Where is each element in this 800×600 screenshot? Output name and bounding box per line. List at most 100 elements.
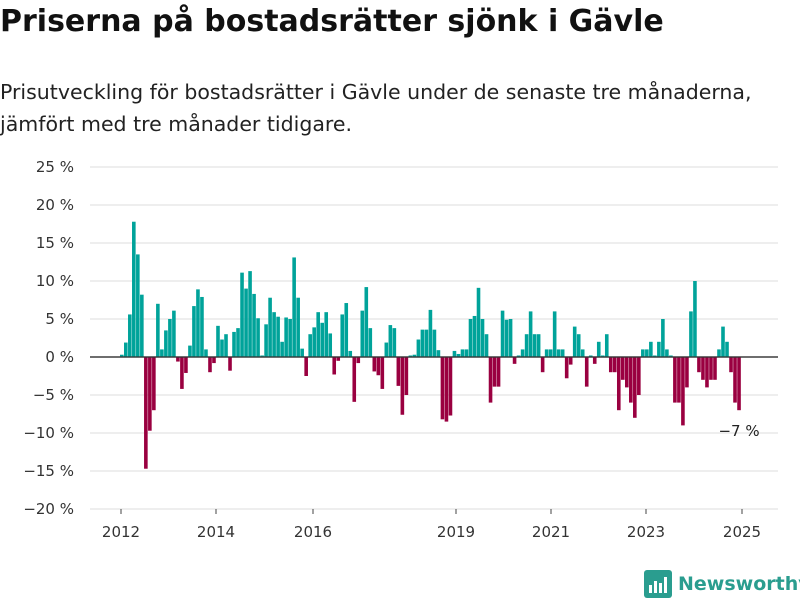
bar: [360, 310, 365, 357]
bar: [300, 348, 304, 357]
bar: [709, 357, 713, 380]
bar: [324, 312, 329, 357]
bar: [693, 281, 697, 357]
bar: [604, 334, 609, 357]
bar: [440, 357, 445, 420]
bar: [448, 357, 453, 416]
x-tick-label: 2025: [723, 523, 761, 541]
bar: [436, 350, 441, 357]
bar: [673, 357, 677, 403]
bar: [705, 357, 709, 388]
bar: [633, 357, 637, 418]
bar: [384, 342, 389, 357]
bar: [532, 334, 537, 357]
bar: [476, 287, 481, 357]
bar: [645, 349, 649, 357]
bar: [120, 354, 124, 357]
bar: [496, 357, 501, 387]
y-tick-label: 25 %: [36, 158, 74, 176]
bar: [224, 334, 228, 357]
bar: [544, 349, 549, 357]
bar: [637, 357, 641, 395]
bar: [144, 357, 148, 469]
bar: [608, 357, 613, 373]
bar: [408, 355, 413, 357]
bar: [576, 334, 581, 357]
bar: [216, 325, 220, 357]
bar: [248, 271, 252, 357]
bar: [332, 357, 337, 375]
bar: [524, 334, 529, 357]
bar: [616, 357, 621, 411]
bar: [564, 357, 569, 379]
bar: [520, 349, 525, 357]
bar: [320, 322, 324, 357]
bar: [152, 357, 156, 411]
bar: [196, 289, 200, 357]
bar: [136, 254, 140, 357]
bar: [124, 342, 128, 357]
bar: [653, 355, 657, 357]
bar: [621, 357, 625, 380]
x-axis-ticks: 2012 2014 2016 2019 2021 2023 2025: [102, 509, 761, 541]
bar: [132, 221, 136, 357]
bar: [536, 334, 541, 357]
annotations: −7 %: [718, 422, 759, 440]
bar: [416, 339, 421, 357]
bar: [256, 318, 260, 357]
bar: [612, 357, 617, 373]
bar: [348, 350, 353, 357]
bar: [160, 349, 164, 357]
bar: [180, 357, 184, 389]
last-value-label: −7 %: [718, 422, 759, 440]
bar: [420, 329, 425, 357]
bar: [600, 355, 605, 357]
bar: [312, 327, 316, 357]
bar: [252, 293, 256, 357]
bar: [164, 330, 168, 357]
y-tick-label: 10 %: [36, 272, 74, 290]
bar: [340, 314, 345, 357]
bar: [156, 303, 160, 357]
bar: [176, 357, 180, 362]
bar: [568, 357, 573, 365]
y-tick-label: −15 %: [23, 462, 74, 480]
bar: [272, 312, 276, 357]
bar: [372, 357, 377, 372]
bar: [220, 339, 224, 357]
bar: [400, 357, 405, 415]
bar: [356, 357, 361, 364]
bar: [304, 357, 308, 376]
bar: [236, 328, 240, 357]
bar: [192, 306, 196, 357]
bar: [592, 357, 597, 364]
bar: [336, 357, 341, 361]
bar: [560, 349, 565, 357]
bar: [721, 326, 725, 357]
bar: [588, 355, 593, 357]
bar: [629, 357, 633, 403]
bar: [689, 311, 693, 357]
bar: [556, 349, 561, 357]
bar: [580, 349, 585, 357]
bar: [468, 319, 473, 357]
y-tick-label: 20 %: [36, 196, 74, 214]
bar: [364, 287, 369, 357]
bar: [140, 294, 144, 357]
x-tick-label: 2023: [627, 523, 665, 541]
x-tick-label: 2019: [437, 523, 475, 541]
bar: [212, 357, 216, 364]
y-tick-label: −20 %: [23, 500, 74, 518]
bar: [677, 357, 681, 403]
y-tick-label: 15 %: [36, 234, 74, 252]
bar: [596, 341, 601, 357]
bar: [388, 325, 393, 357]
bar: [376, 357, 381, 376]
bar: [729, 357, 733, 373]
bar: [572, 326, 577, 357]
bar: [292, 257, 296, 357]
bar: [540, 357, 545, 373]
x-tick-label: 2016: [294, 523, 332, 541]
x-tick-label: 2012: [102, 523, 140, 541]
